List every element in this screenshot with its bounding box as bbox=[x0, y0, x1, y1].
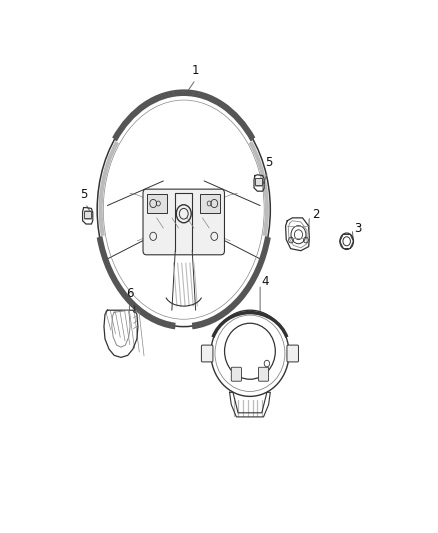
FancyBboxPatch shape bbox=[148, 195, 167, 213]
Text: 5: 5 bbox=[80, 188, 87, 200]
Text: 5: 5 bbox=[265, 156, 273, 169]
Text: 4: 4 bbox=[261, 275, 268, 288]
FancyBboxPatch shape bbox=[143, 189, 224, 255]
FancyBboxPatch shape bbox=[255, 179, 262, 185]
FancyBboxPatch shape bbox=[200, 195, 220, 213]
FancyBboxPatch shape bbox=[287, 345, 298, 362]
FancyBboxPatch shape bbox=[258, 367, 268, 381]
FancyBboxPatch shape bbox=[84, 211, 91, 219]
Text: 3: 3 bbox=[354, 222, 362, 235]
FancyBboxPatch shape bbox=[201, 345, 213, 362]
Text: 2: 2 bbox=[312, 208, 320, 221]
FancyBboxPatch shape bbox=[231, 367, 241, 381]
Text: 1: 1 bbox=[192, 64, 199, 77]
Text: 6: 6 bbox=[126, 287, 133, 300]
